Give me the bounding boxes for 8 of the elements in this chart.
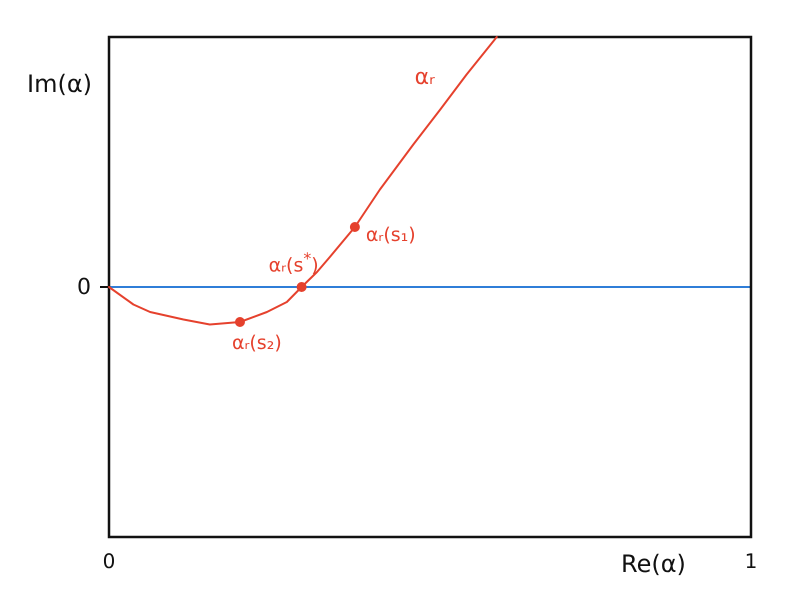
annotation: αᵣ(s₁)	[366, 224, 416, 247]
ref-line-label: 0	[77, 274, 91, 300]
x-tick-label: 1	[744, 549, 758, 574]
series-label: αᵣ	[414, 65, 435, 90]
annotation: αᵣ(s₂)	[232, 332, 282, 355]
y-axis-title: Im(α)	[27, 70, 92, 99]
x-axis-title: Re(α)	[621, 550, 686, 579]
annotation: αᵣ(s$^{*}$)	[268, 249, 319, 278]
